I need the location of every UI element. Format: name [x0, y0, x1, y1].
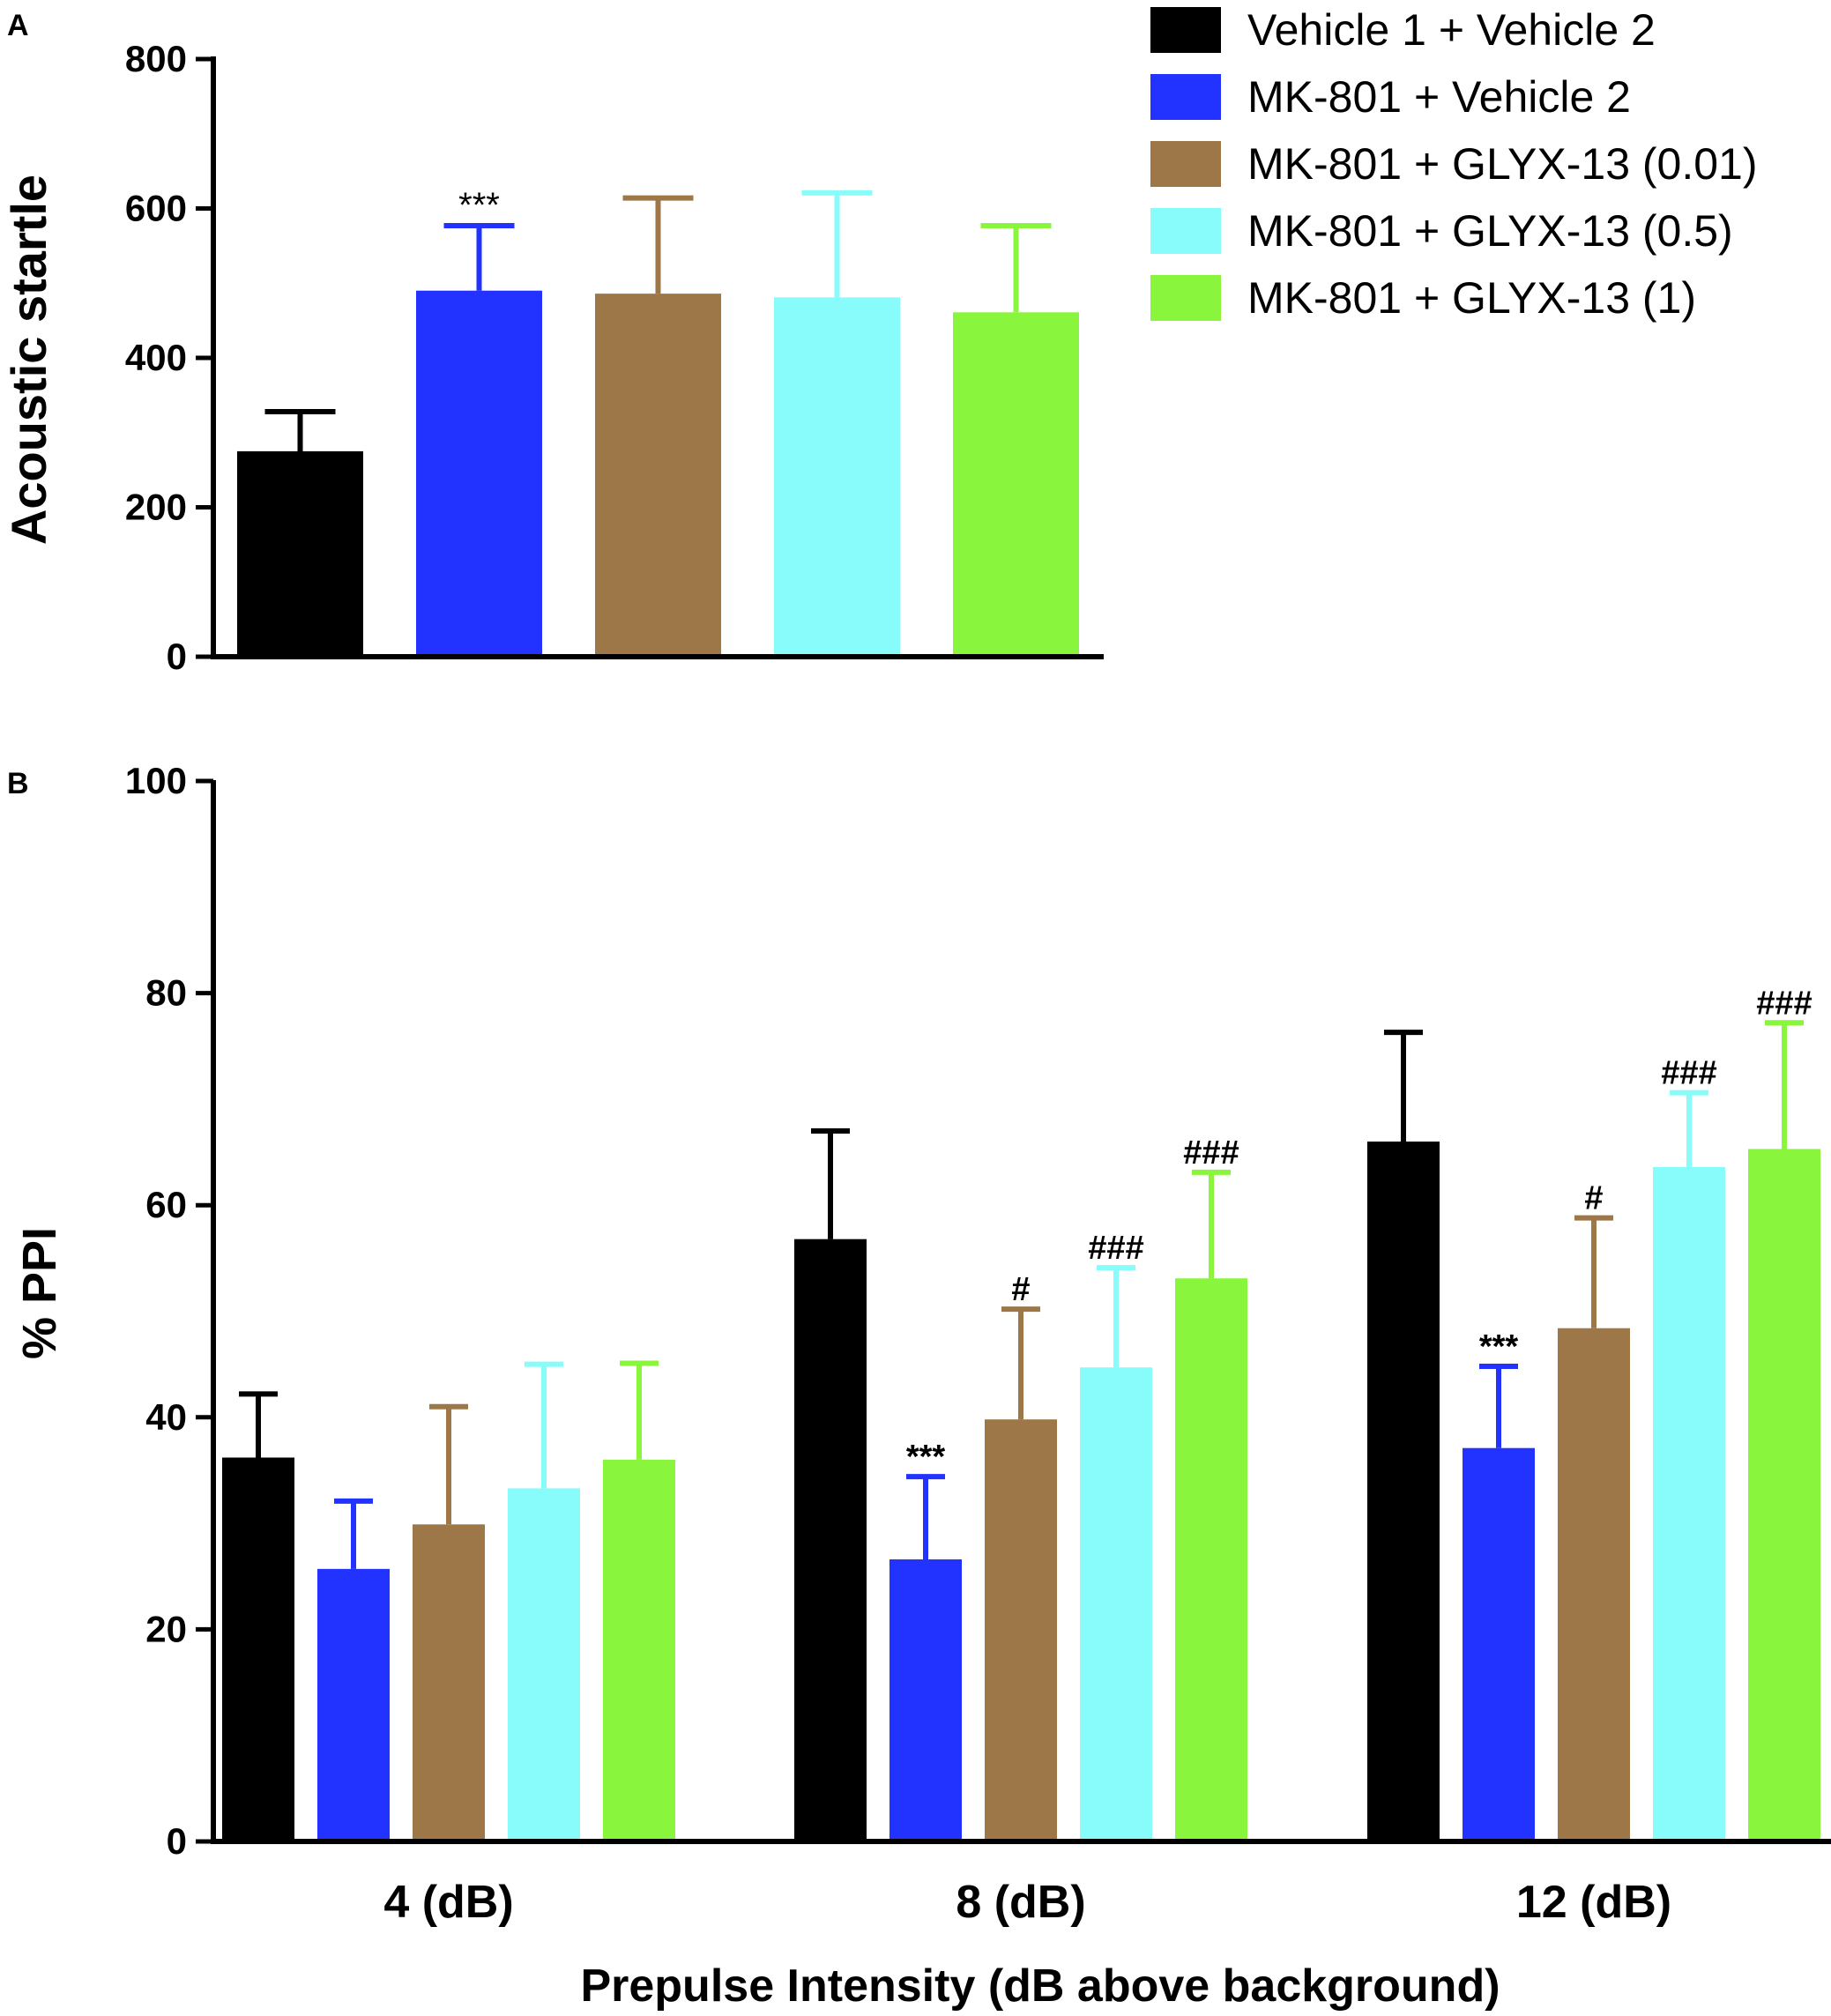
bar [953, 312, 1079, 657]
legend-swatch [1150, 7, 1221, 53]
bar [603, 1459, 675, 1841]
bar [1463, 1447, 1535, 1841]
y-tick-label: 20 [145, 1608, 187, 1649]
bar [595, 294, 721, 657]
bar [794, 1239, 867, 1841]
x-tick-label: 12 (dB) [1516, 1877, 1671, 1928]
panel-a-label: A [7, 9, 29, 42]
legend-label: MK-801 + GLYX-13 (1) [1247, 273, 1696, 323]
panel-a-y-axis-label: Acoustic startle [1, 175, 56, 545]
significance-label: # [1584, 1180, 1603, 1217]
legend-swatch [1150, 141, 1221, 187]
significance-label: ### [1661, 1055, 1716, 1092]
legend-label: MK-801 + Vehicle 2 [1247, 72, 1631, 122]
bar [1367, 1142, 1440, 1841]
y-tick-label: 600 [125, 188, 187, 229]
panel-b-x-axis-label: Prepulse Intensity (dB above background) [580, 1960, 1500, 2012]
legend-label: MK-801 + GLYX-13 (0.5) [1247, 206, 1733, 256]
x-tick-label: 8 (dB) [956, 1877, 1085, 1928]
y-tick-label: 0 [167, 636, 187, 677]
bar [1748, 1149, 1820, 1841]
bar [1653, 1166, 1725, 1841]
legend: Vehicle 1 + Vehicle 2 MK-801 + Vehicle 2 M… [1150, 5, 1758, 323]
bar [985, 1419, 1057, 1841]
y-tick-label: 400 [125, 337, 187, 378]
bar [413, 1524, 485, 1841]
panel-b-y-axis-label: % PPI [13, 1227, 66, 1359]
bar [237, 450, 363, 657]
bar [1080, 1367, 1152, 1841]
significance-label: *** [906, 1439, 946, 1476]
bar [1175, 1278, 1247, 1841]
significance-label: *** [1479, 1328, 1519, 1365]
bar [1558, 1328, 1630, 1841]
panel-b-label: B [7, 767, 29, 800]
significance-label: *** [458, 186, 500, 225]
y-tick-label: 800 [125, 38, 187, 79]
bar [774, 297, 900, 657]
bar [317, 1568, 390, 1841]
legend-swatch [1150, 208, 1221, 254]
significance-label: # [1011, 1271, 1030, 1308]
legend-label: Vehicle 1 + Vehicle 2 [1247, 5, 1656, 55]
legend-swatch [1150, 74, 1221, 120]
panel-a-chart: 0 200 400 600 800 *** Acoustic startle [1, 38, 1104, 677]
significance-label: ### [1756, 985, 1812, 1022]
y-tick-label: 200 [125, 487, 187, 528]
y-tick-label: 40 [145, 1396, 187, 1438]
bar [222, 1457, 294, 1841]
x-tick-label: 4 (dB) [383, 1877, 513, 1928]
bar [416, 290, 542, 657]
y-tick-label: 100 [125, 760, 187, 801]
legend-swatch [1150, 275, 1221, 321]
legend-label: MK-801 + GLYX-13 (0.01) [1247, 139, 1758, 189]
significance-label: ### [1183, 1134, 1239, 1172]
y-tick-label: 80 [145, 972, 187, 1014]
significance-label: ### [1088, 1230, 1143, 1267]
y-tick-label: 0 [167, 1820, 187, 1862]
bar [889, 1559, 962, 1841]
bar [508, 1488, 580, 1841]
y-tick-label: 60 [145, 1184, 187, 1225]
